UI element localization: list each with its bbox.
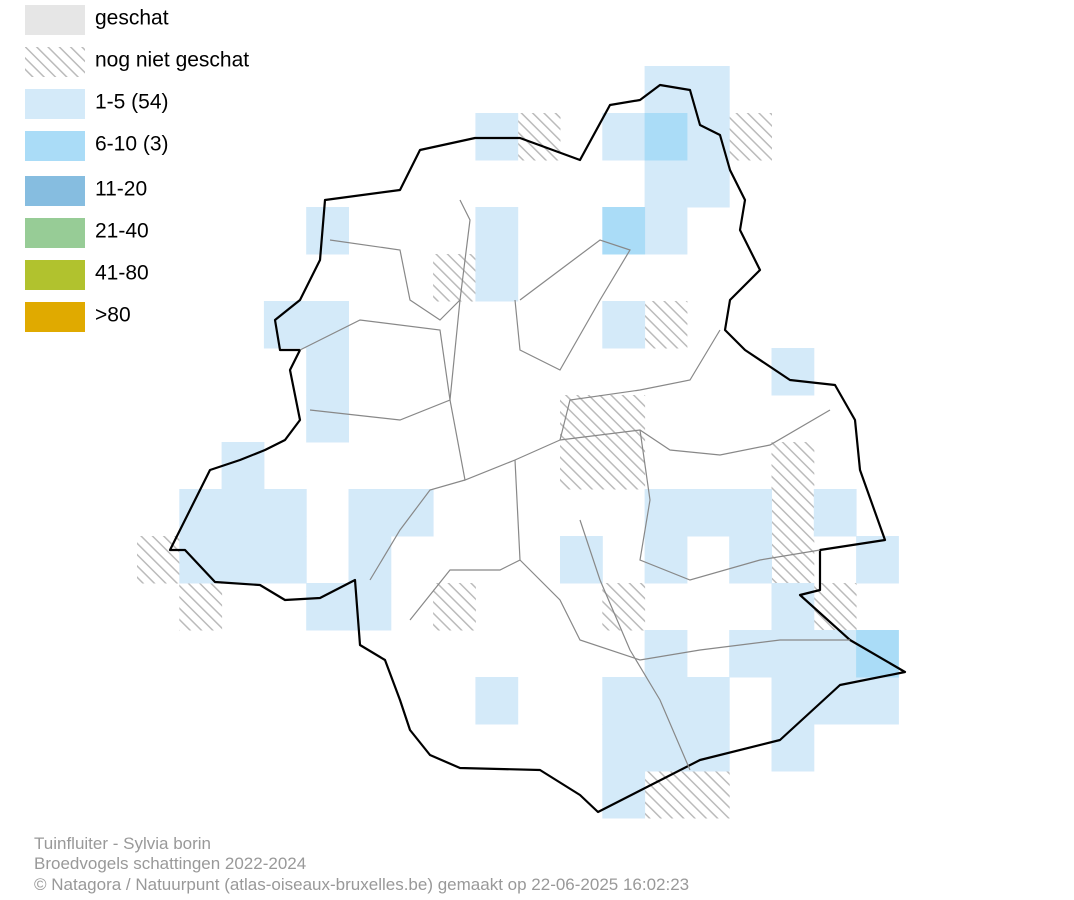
cell-not-estimated	[602, 442, 646, 490]
cell-1-5	[263, 489, 307, 537]
cell-1-5	[221, 442, 265, 490]
footer-credit: © Natagora / Natuurpunt (atlas-oiseaux-b…	[34, 875, 689, 894]
cell-1-5	[813, 630, 857, 678]
legend-swatch	[25, 5, 85, 35]
cell-1-5	[729, 536, 772, 584]
cell-not-estimated	[771, 489, 815, 537]
legend-label: 41-80	[95, 262, 149, 285]
cell-1-5	[306, 301, 349, 349]
cell-1-5	[221, 489, 265, 537]
cell-1-5	[813, 677, 857, 725]
cell-not-estimated	[729, 113, 772, 161]
municipal-boundaries	[299, 199, 850, 771]
cell-1-5	[475, 677, 519, 725]
legend-label: 21-40	[95, 220, 149, 243]
cell-1-5	[475, 207, 519, 255]
cell-not-estimated	[433, 583, 476, 631]
legend-label: 1-5 (54)	[95, 91, 169, 114]
cell-1-5	[263, 301, 307, 349]
cell-1-5	[306, 583, 349, 631]
cell-1-5	[644, 489, 688, 537]
cell-1-5	[179, 489, 223, 537]
cell-6-10	[644, 113, 688, 161]
footer-subtitle: Broedvogels schattingen 2022-2024	[34, 854, 306, 873]
cell-not-estimated	[602, 395, 646, 443]
footer: Tuinfluiter - Sylvia borin Broedvogels s…	[34, 834, 689, 894]
cell-1-5	[644, 66, 688, 114]
cell-1-5	[771, 724, 815, 772]
cell-not-estimated	[560, 395, 603, 443]
cell-1-5	[686, 66, 730, 114]
cell-1-5	[602, 771, 646, 819]
legend-label: nog niet geschat	[95, 49, 249, 72]
cell-1-5	[602, 724, 646, 772]
cell-not-estimated	[644, 771, 688, 819]
cell-1-5	[475, 113, 519, 161]
cell-1-5	[348, 536, 392, 584]
cell-1-5	[644, 160, 688, 208]
cell-1-5	[771, 583, 815, 631]
grid-cells	[137, 66, 899, 819]
cell-1-5	[348, 489, 392, 537]
legend-swatch	[25, 218, 85, 248]
legend: geschat nog niet geschat 1-5 (54) 6-10 (3) 1…	[25, 5, 249, 332]
legend-label: geschat	[95, 7, 169, 30]
cell-not-estimated	[686, 771, 730, 819]
cell-not-estimated	[813, 583, 857, 631]
legend-swatch	[25, 47, 85, 77]
cell-1-5	[475, 254, 519, 302]
cell-not-estimated	[771, 536, 815, 584]
cell-not-estimated	[602, 583, 646, 631]
legend-label: 11-20	[95, 178, 147, 201]
legend-label: 6-10 (3)	[95, 133, 169, 156]
cell-1-5	[221, 536, 265, 584]
cell-1-5	[306, 348, 349, 396]
cell-1-5	[813, 489, 857, 537]
cell-1-5	[644, 207, 688, 255]
cell-1-5	[771, 677, 815, 725]
cell-1-5	[179, 536, 223, 584]
legend-swatch	[25, 302, 85, 332]
cell-1-5	[560, 536, 603, 584]
cell-1-5	[686, 113, 730, 161]
cell-6-10	[602, 207, 646, 255]
region-boundary	[168, 83, 907, 814]
cell-not-estimated	[771, 442, 815, 490]
cell-6-10	[856, 630, 899, 678]
cell-1-5	[602, 301, 646, 349]
cell-not-estimated	[560, 442, 603, 490]
legend-swatch	[25, 89, 85, 119]
cell-1-5	[856, 677, 899, 725]
cell-not-estimated	[433, 254, 476, 302]
cell-1-5	[686, 677, 730, 725]
cell-1-5	[602, 113, 646, 161]
legend-swatch	[25, 131, 85, 161]
cell-1-5	[729, 489, 772, 537]
cell-1-5	[263, 536, 307, 584]
legend-swatch	[25, 176, 85, 206]
cell-not-estimated	[179, 583, 223, 631]
cell-1-5	[602, 677, 646, 725]
cell-1-5	[644, 677, 688, 725]
cell-1-5	[306, 395, 349, 443]
cell-not-estimated	[644, 301, 688, 349]
legend-label: >80	[95, 304, 131, 327]
cell-1-5	[729, 630, 772, 678]
cell-not-estimated	[517, 113, 561, 161]
cell-1-5	[771, 630, 815, 678]
legend-swatch	[25, 260, 85, 290]
footer-title: Tuinfluiter - Sylvia borin	[34, 834, 211, 853]
cell-1-5	[686, 489, 730, 537]
cell-1-5	[306, 207, 349, 255]
cell-1-5	[686, 160, 730, 208]
